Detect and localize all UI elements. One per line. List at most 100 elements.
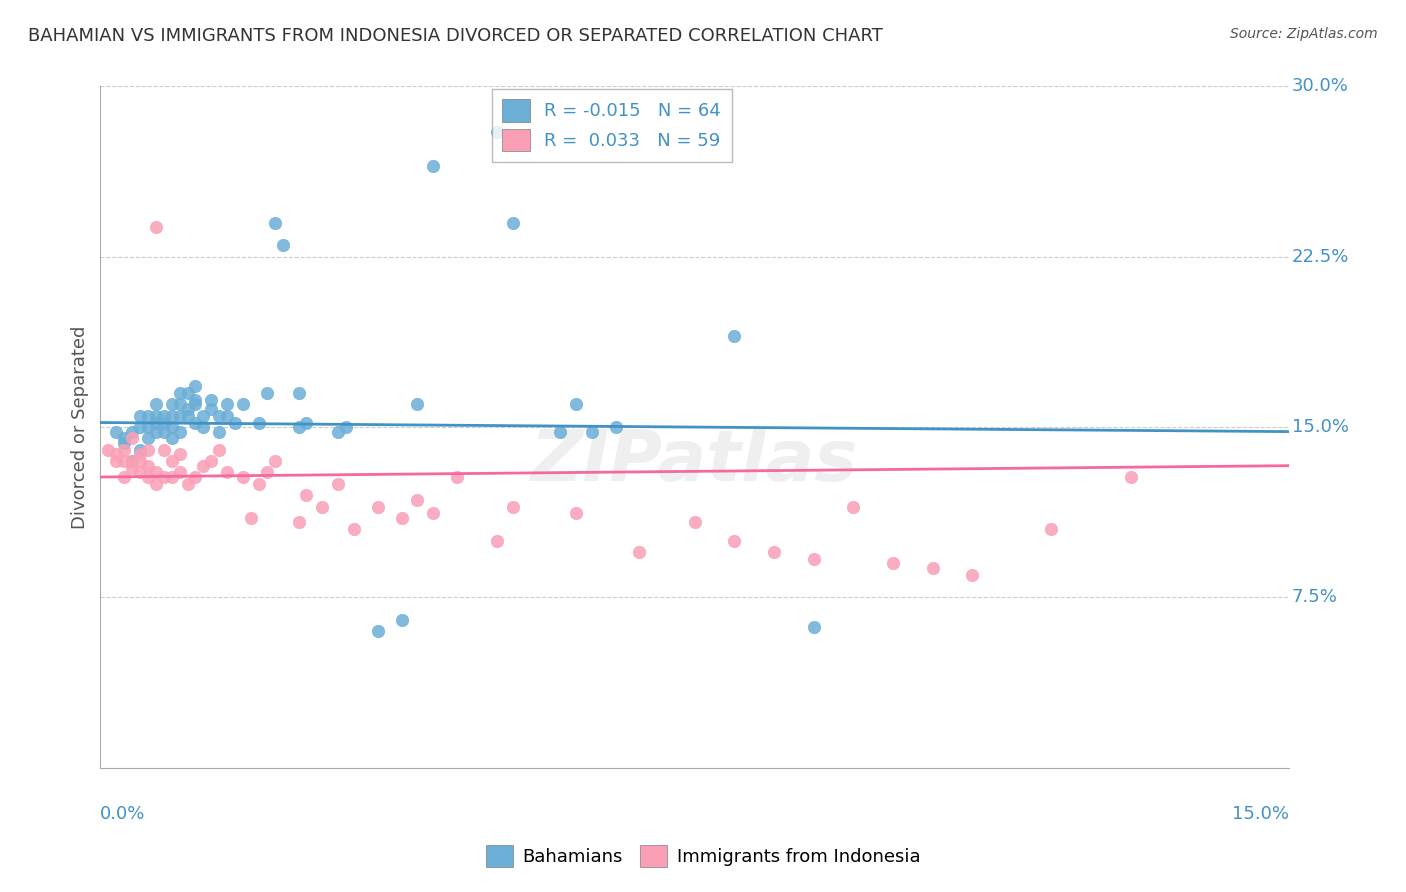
- Point: [208, 425, 231, 439]
- Point: [169, 425, 191, 439]
- Point: [176, 409, 198, 423]
- Legend: R = -0.015   N = 64, R =  0.033   N = 59: R = -0.015 N = 64, R = 0.033 N = 59: [492, 88, 731, 161]
- Point: [335, 420, 357, 434]
- Point: [803, 620, 825, 634]
- Point: [129, 442, 152, 457]
- Point: [193, 409, 215, 423]
- Point: [136, 409, 159, 423]
- Point: [200, 392, 222, 407]
- Point: [422, 507, 444, 521]
- Point: [208, 442, 231, 457]
- Point: [295, 416, 318, 430]
- Text: 30.0%: 30.0%: [1292, 78, 1348, 95]
- Point: [628, 545, 651, 559]
- Point: [803, 551, 825, 566]
- Point: [184, 392, 207, 407]
- Point: [548, 425, 571, 439]
- Point: [136, 432, 159, 446]
- Point: [326, 425, 349, 439]
- Point: [842, 500, 865, 514]
- Text: 15.0%: 15.0%: [1292, 418, 1348, 436]
- Point: [1040, 522, 1063, 536]
- Point: [176, 476, 198, 491]
- Point: [136, 420, 159, 434]
- Y-axis label: Divorced or Separated: Divorced or Separated: [72, 326, 89, 529]
- Point: [145, 416, 167, 430]
- Point: [287, 420, 309, 434]
- Point: [97, 442, 120, 457]
- Point: [184, 416, 207, 430]
- Point: [485, 125, 508, 139]
- Point: [145, 220, 167, 235]
- Point: [217, 397, 239, 411]
- Point: [160, 470, 183, 484]
- Point: [136, 458, 159, 473]
- Text: BAHAMIAN VS IMMIGRANTS FROM INDONESIA DIVORCED OR SEPARATED CORRELATION CHART: BAHAMIAN VS IMMIGRANTS FROM INDONESIA DI…: [28, 27, 883, 45]
- Point: [406, 492, 429, 507]
- Point: [145, 397, 167, 411]
- Point: [763, 545, 786, 559]
- Point: [263, 454, 285, 468]
- Point: [295, 488, 318, 502]
- Point: [129, 454, 152, 468]
- Point: [169, 466, 191, 480]
- Point: [112, 442, 135, 457]
- Point: [160, 409, 183, 423]
- Point: [145, 466, 167, 480]
- Point: [683, 516, 706, 530]
- Point: [152, 425, 174, 439]
- Point: [145, 409, 167, 423]
- Point: [247, 476, 270, 491]
- Point: [129, 466, 152, 480]
- Point: [232, 470, 254, 484]
- Point: [502, 500, 524, 514]
- Point: [136, 470, 159, 484]
- Point: [160, 397, 183, 411]
- Point: [112, 454, 135, 468]
- Point: [391, 511, 413, 525]
- Point: [367, 500, 389, 514]
- Point: [112, 470, 135, 484]
- Point: [136, 442, 159, 457]
- Legend: Bahamians, Immigrants from Indonesia: Bahamians, Immigrants from Indonesia: [478, 838, 928, 874]
- Text: 0.0%: 0.0%: [100, 805, 146, 823]
- Point: [105, 454, 128, 468]
- Point: [232, 397, 254, 411]
- Point: [176, 401, 198, 416]
- Point: [581, 425, 603, 439]
- Point: [565, 397, 588, 411]
- Point: [723, 329, 745, 343]
- Point: [208, 409, 231, 423]
- Point: [112, 436, 135, 450]
- Point: [193, 420, 215, 434]
- Point: [921, 561, 943, 575]
- Point: [263, 216, 285, 230]
- Point: [406, 397, 429, 411]
- Point: [184, 470, 207, 484]
- Point: [152, 470, 174, 484]
- Point: [184, 379, 207, 393]
- Point: [121, 425, 143, 439]
- Point: [129, 420, 152, 434]
- Point: [121, 461, 143, 475]
- Point: [169, 447, 191, 461]
- Text: ZIPatlas: ZIPatlas: [531, 426, 859, 496]
- Point: [565, 507, 588, 521]
- Point: [129, 447, 152, 461]
- Point: [129, 409, 152, 423]
- Point: [311, 500, 333, 514]
- Point: [152, 416, 174, 430]
- Point: [367, 624, 389, 639]
- Point: [160, 420, 183, 434]
- Point: [160, 454, 183, 468]
- Point: [247, 416, 270, 430]
- Point: [121, 432, 143, 446]
- Point: [169, 409, 191, 423]
- Point: [391, 613, 413, 627]
- Point: [160, 432, 183, 446]
- Text: 15.0%: 15.0%: [1232, 805, 1289, 823]
- Point: [256, 466, 278, 480]
- Point: [145, 476, 167, 491]
- Point: [1119, 470, 1142, 484]
- Point: [882, 557, 904, 571]
